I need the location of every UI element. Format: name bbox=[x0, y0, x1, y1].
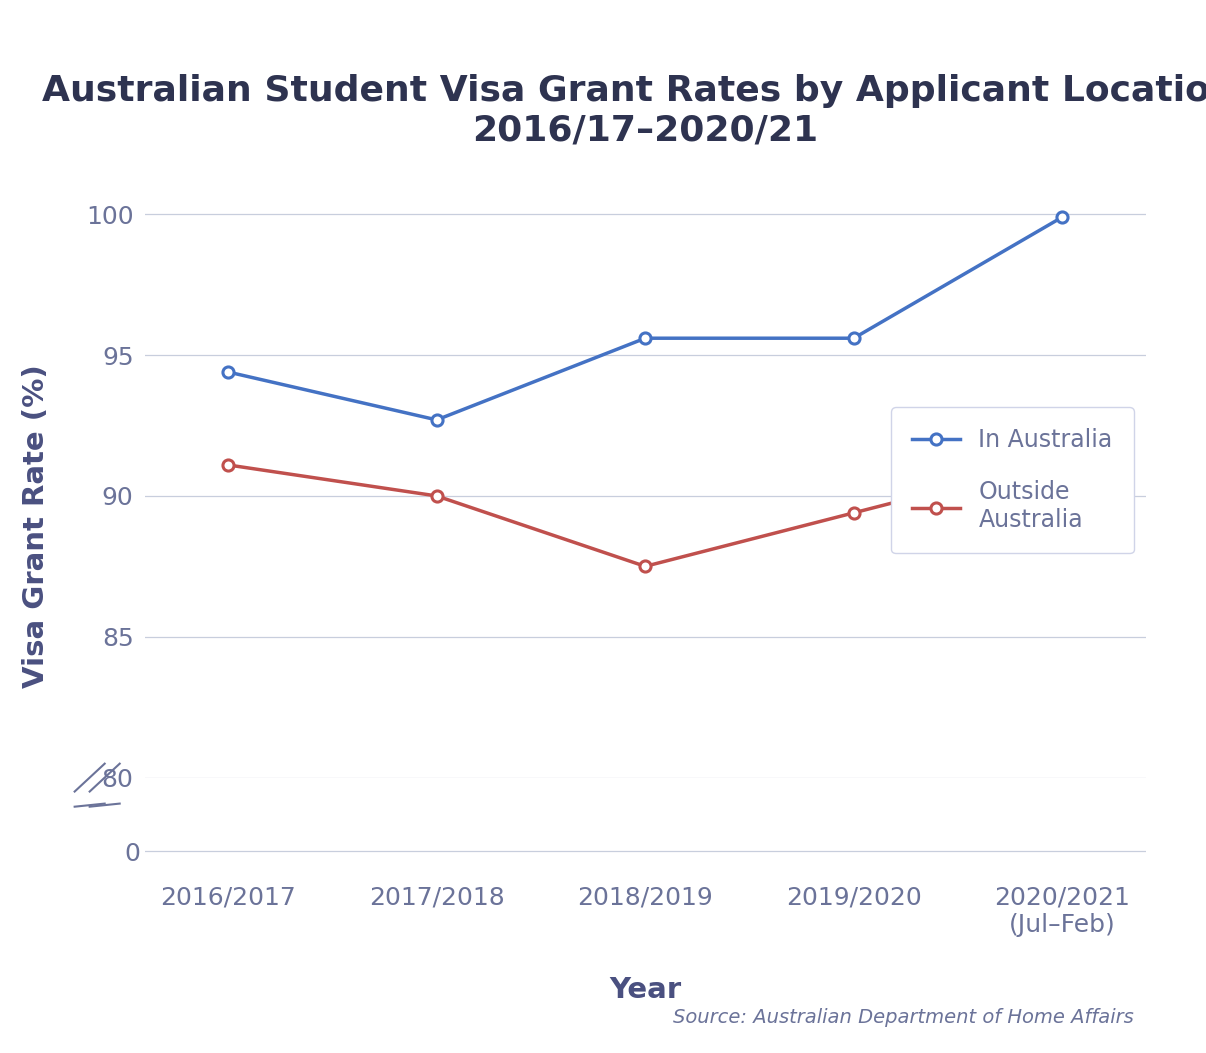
Text: Year: Year bbox=[609, 976, 681, 1004]
Text: Australian Student Visa Grant Rates by Applicant Location,
2016/17–2020/21: Australian Student Visa Grant Rates by A… bbox=[41, 74, 1206, 147]
Legend: In Australia, Outside
Australia: In Australia, Outside Australia bbox=[891, 406, 1134, 554]
Text: Source: Australian Department of Home Affairs: Source: Australian Department of Home Af… bbox=[673, 1008, 1134, 1027]
Text: Visa Grant Rate (%): Visa Grant Rate (%) bbox=[22, 364, 51, 689]
